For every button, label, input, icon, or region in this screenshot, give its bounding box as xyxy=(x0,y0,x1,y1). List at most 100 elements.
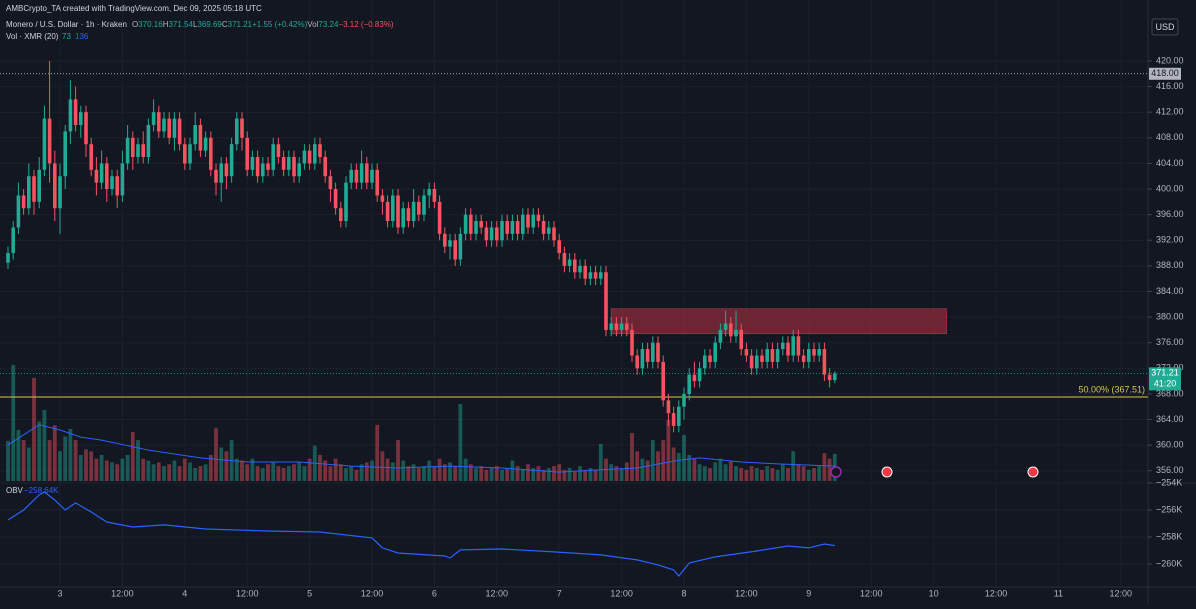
volume-bar xyxy=(94,458,99,481)
candle-body xyxy=(146,125,151,158)
volume-bar xyxy=(411,464,416,481)
volume-bar xyxy=(572,471,577,481)
candle-body xyxy=(687,374,692,394)
currency-box[interactable] xyxy=(1151,18,1179,36)
volume-bar xyxy=(484,469,489,481)
volume-bar xyxy=(146,460,151,481)
volume-bar xyxy=(765,466,770,481)
legend-item: +1.55 (+0.42%) xyxy=(252,20,307,29)
volume-bar xyxy=(744,469,749,481)
volume-bar xyxy=(687,454,692,481)
hline-price-box xyxy=(1149,67,1181,80)
y-tick-label: 392.00 xyxy=(1156,235,1184,245)
volume-bar xyxy=(401,460,406,481)
volume-bar xyxy=(125,454,130,481)
candle-body xyxy=(333,189,338,209)
volume-bar xyxy=(801,466,806,481)
currency[interactable]: USD xyxy=(1155,22,1175,32)
volume-bar xyxy=(734,466,738,481)
candle-body xyxy=(32,176,36,202)
candle-body xyxy=(630,329,634,356)
volume-bar xyxy=(370,460,374,481)
volume-bar xyxy=(406,466,411,481)
volume-bar xyxy=(6,440,10,481)
fib-label: 50.00% (367.51) xyxy=(1078,384,1145,394)
candle-body xyxy=(781,342,785,350)
candle-body xyxy=(593,272,598,279)
legend-item: Vol xyxy=(307,20,318,29)
candle-body xyxy=(432,189,437,202)
candle-body xyxy=(47,118,52,164)
candle-body xyxy=(193,125,198,145)
candle-body xyxy=(801,355,806,362)
candle-body xyxy=(287,157,291,170)
volume-bar xyxy=(198,466,203,481)
volume-legend: Vol · XMR (20) xyxy=(6,32,59,41)
event-icon[interactable] xyxy=(830,466,842,478)
volume-bar xyxy=(260,467,265,481)
candle-body xyxy=(723,323,728,330)
volume-bar xyxy=(385,458,390,481)
candle-body xyxy=(505,221,510,234)
candle-body xyxy=(822,349,827,375)
candle-body xyxy=(552,227,556,241)
candle-body xyxy=(245,137,250,170)
volume-bar xyxy=(89,451,94,481)
volume-bar xyxy=(474,467,478,481)
candle-body xyxy=(510,221,515,234)
candle-body xyxy=(120,163,125,196)
y-tick-label: 380.00 xyxy=(1156,311,1184,321)
volume-bar xyxy=(536,466,541,481)
indicator-value: −258.64K xyxy=(24,486,59,495)
volume-bar xyxy=(84,449,88,481)
candle-body xyxy=(339,208,343,222)
candle-body xyxy=(396,195,400,228)
volume-bar xyxy=(656,451,660,481)
candle-body xyxy=(266,163,270,170)
candle-body xyxy=(84,112,88,145)
candle-body xyxy=(463,214,468,234)
volume-bar xyxy=(214,428,218,481)
volume-bar xyxy=(702,466,707,481)
y-tick-label: −258K xyxy=(1156,531,1182,541)
volume-bar xyxy=(130,431,135,481)
volume-bar xyxy=(822,453,827,481)
volume-bar xyxy=(328,466,333,481)
x-tick-label: 11 xyxy=(1054,588,1063,598)
candle-body xyxy=(125,137,130,164)
volume-bar xyxy=(307,458,312,481)
candle-body xyxy=(635,355,640,369)
volume-bar xyxy=(136,440,140,481)
y-tick-label: 420.00 xyxy=(1156,55,1184,65)
candle-body xyxy=(27,176,31,209)
candle-body xyxy=(437,201,442,234)
volume-bar xyxy=(427,460,432,481)
candle-body xyxy=(16,195,21,228)
volume-bar xyxy=(203,464,208,481)
volume-bar xyxy=(151,464,156,481)
zone xyxy=(610,308,947,335)
volume-bar xyxy=(364,462,369,481)
y-tick-label: 408.00 xyxy=(1156,132,1184,142)
x-tick-label: 12:00 xyxy=(236,588,259,598)
volume-bar xyxy=(666,419,671,481)
volume-bar xyxy=(375,424,380,481)
volume-bar xyxy=(240,460,244,481)
y-tick-label: 360.00 xyxy=(1156,440,1184,450)
candle-body xyxy=(578,265,582,273)
legend-item: 371.54 xyxy=(168,20,193,29)
legend-item: −3.12 (−0.83%) xyxy=(338,20,393,29)
event-icon[interactable] xyxy=(881,466,893,478)
event-icon[interactable] xyxy=(1027,466,1039,478)
candle-body xyxy=(500,221,504,241)
candle-body xyxy=(495,227,499,241)
candle-body xyxy=(614,323,619,330)
volume-bar xyxy=(796,464,801,481)
candle-body xyxy=(697,368,702,382)
volume-bar xyxy=(494,466,499,481)
x-tick-label: 12:00 xyxy=(735,588,758,598)
legend-item: 73.24 xyxy=(318,20,339,29)
volume-bar xyxy=(463,458,468,481)
candle-body xyxy=(302,150,307,164)
volume-bar xyxy=(526,464,530,481)
